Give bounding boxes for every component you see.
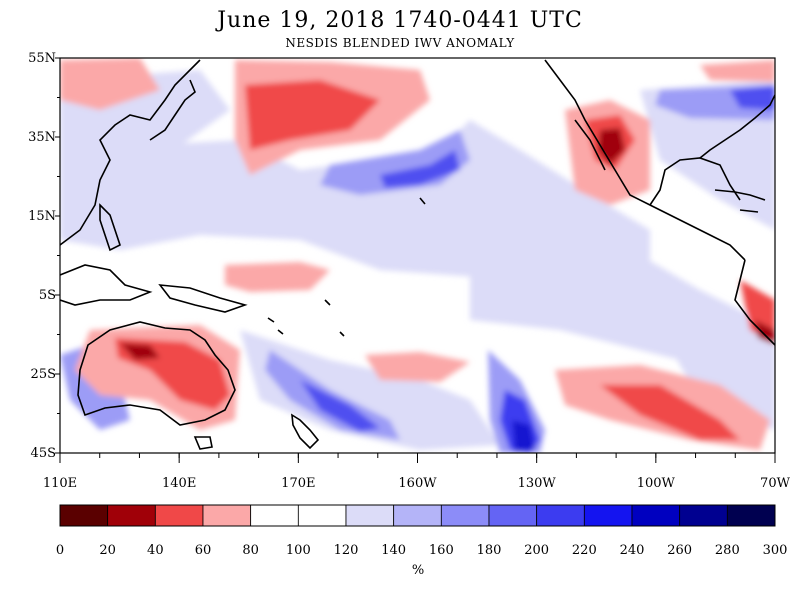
colorbar-tick-label: 80 — [242, 543, 259, 558]
colorbar-unit: % — [412, 563, 424, 578]
anomaly-region — [600, 385, 740, 440]
lat-label: 25S — [31, 367, 56, 382]
lon-label: 160W — [398, 476, 437, 491]
lat-label: 55N — [28, 51, 56, 66]
colorbar-tick-label: 100 — [286, 543, 311, 558]
lon-label: 130W — [518, 476, 557, 491]
lat-label: 35N — [28, 130, 56, 145]
colorbar-tick-label: 220 — [572, 543, 597, 558]
colorbar-tick-label: 0 — [56, 543, 64, 558]
lat-label: 5S — [39, 288, 56, 303]
coastline-borneo-indonesia — [60, 264, 153, 306]
coastline-australia — [77, 321, 236, 426]
colorbar-tick-label: 240 — [620, 543, 645, 558]
lon-label: 110E — [43, 476, 77, 491]
anomaly-region — [225, 262, 330, 292]
colorbar-tick-label: 160 — [429, 543, 454, 558]
coastline-south-america — [734, 259, 775, 346]
colorbar-cell — [679, 504, 728, 527]
colorbar-cell — [726, 504, 776, 527]
colorbar-cell — [154, 504, 204, 527]
colorbar-tick-label: 120 — [334, 543, 359, 558]
colorbar-cell — [297, 504, 347, 527]
coastline-new-guinea — [158, 284, 248, 313]
anomaly-region — [245, 80, 380, 150]
map-subtitle: NESDIS BLENDED IWV ANOMALY — [285, 36, 515, 50]
colorbar-tick-label: 20 — [99, 543, 116, 558]
map-ticks — [55, 57, 776, 463]
anomaly-region — [700, 60, 775, 82]
coastline-florida-east-coast — [699, 94, 775, 159]
colorbar-cell — [107, 504, 156, 527]
coastline-caribbean — [714, 189, 766, 213]
coastline-north-america — [544, 59, 746, 261]
colorbar-tick-label: 300 — [763, 543, 788, 558]
colorbar-tick-label: 60 — [195, 543, 212, 558]
colorbar-tick-label: 260 — [667, 543, 692, 558]
colorbar-cell — [345, 504, 395, 527]
anomaly-region — [300, 380, 380, 432]
coastline-new-zealand — [291, 413, 320, 450]
colorbar-frame — [59, 504, 776, 527]
anomaly-region — [755, 320, 775, 345]
colorbar-tick-label: 140 — [381, 543, 406, 558]
colorbar-cell — [440, 504, 490, 527]
coastline-japan — [149, 79, 196, 141]
lon-label: 100W — [637, 476, 676, 491]
anomaly-region — [240, 330, 500, 450]
anomaly-region — [598, 128, 625, 165]
coastline-philippines — [99, 203, 121, 252]
colorbar-labels: 0 20 40 60 80 100 120 140 160 180 200 220 240 260 280 3… — [56, 543, 788, 558]
colorbar-tick-label: 200 — [524, 543, 549, 558]
anomaly-region — [60, 120, 650, 280]
lon-label: 170E — [281, 476, 315, 491]
map-title: June 19, 2018 1740-0441 UTC — [217, 8, 583, 33]
anomaly-region — [730, 85, 775, 110]
colorbar-cell — [202, 504, 252, 527]
colorbar-cell — [631, 504, 681, 527]
coastlines — [60, 59, 775, 450]
colorbar: 0 20 40 60 80 100 120 140 160 180 200 220 240 260 280 3… — [56, 504, 788, 578]
coastline-gulf-of-mexico — [649, 157, 741, 206]
coastline-baja — [574, 119, 606, 171]
lat-label: 45S — [31, 446, 56, 461]
lon-label: 70W — [760, 476, 791, 491]
anomaly-region — [60, 58, 160, 110]
coastline-pacific-islands — [267, 197, 426, 337]
anomaly-region — [380, 150, 460, 188]
colorbar-cell — [250, 504, 299, 527]
colorbar-cells — [59, 504, 776, 527]
colorbar-cell — [488, 504, 538, 527]
map-panel: 55N 35N 15N 5S 25S 45S 110E 140E 170E 160W 130W 100… — [28, 51, 791, 491]
lat-label: 15N — [28, 209, 56, 224]
anomaly-region — [120, 343, 160, 360]
colorbar-tick-label: 280 — [715, 543, 740, 558]
anomaly-region — [365, 352, 470, 382]
lon-label: 140E — [162, 476, 196, 491]
coastline-east-asia — [60, 59, 201, 246]
map-labels: 55N 35N 15N 5S 25S 45S 110E 140E 170E 160W 130W 100… — [28, 51, 791, 491]
coastline-tasmania — [193, 436, 213, 450]
colorbar-cell — [393, 504, 442, 527]
anomaly-region — [512, 420, 535, 452]
colorbar-cell — [583, 504, 633, 527]
anomaly-field — [60, 58, 775, 453]
colorbar-cell — [59, 504, 109, 527]
anomaly-region — [660, 320, 775, 430]
colorbar-tick-label: 180 — [477, 543, 502, 558]
colorbar-tick-label: 40 — [147, 543, 164, 558]
colorbar-cell — [536, 504, 585, 527]
